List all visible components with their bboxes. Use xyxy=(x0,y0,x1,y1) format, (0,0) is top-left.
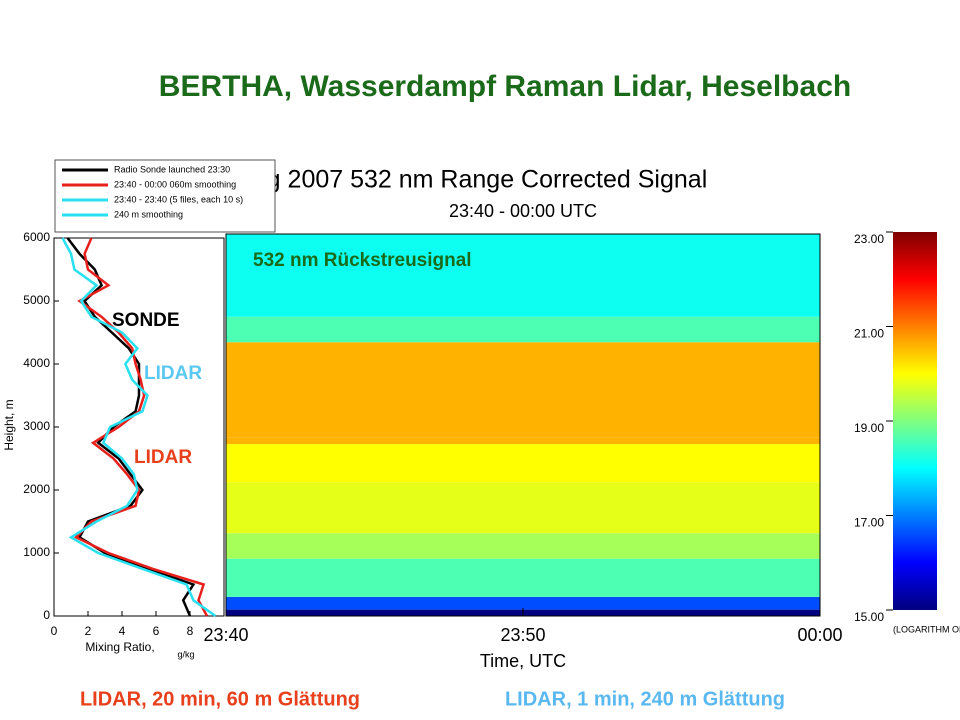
heatmap-cell xyxy=(226,558,820,597)
heatmap-title: 01 Aug 2007 532 nm Range Corrected Signa… xyxy=(203,166,708,194)
plot-bg xyxy=(53,237,225,617)
plots: 0 1000 2000 3000 4000 5000 6000 0 2 4 6 8 23:40 23:50… xyxy=(23,230,893,645)
colorbar-tick-label: 23.00 xyxy=(854,232,884,246)
profile-line xyxy=(74,237,209,617)
legend-label: Radio Sonde launched 23:30 xyxy=(114,164,230,174)
x-tick-label: 23:50 xyxy=(500,625,545,645)
x-tick-label: 00:00 xyxy=(797,625,842,645)
heatmap-cell xyxy=(226,482,820,534)
y-tick-label: 3000 xyxy=(23,419,50,433)
overlay: 532 nm Rückstreusignal SONDE LIDAR LIDAR… xyxy=(54,159,472,468)
legend-box xyxy=(54,159,276,233)
x-tick-label: 0 xyxy=(51,624,58,638)
legend-label: 23:40 - 00:00 060m smoothing xyxy=(114,179,236,189)
x-tick-label: 4 xyxy=(119,624,126,638)
heatmap-cell xyxy=(226,437,820,445)
y-tick-label: 0 xyxy=(43,608,50,622)
heatmap-cell xyxy=(226,444,820,483)
y-tick-label: 2000 xyxy=(23,482,50,496)
x-tick-label: 8 xyxy=(187,624,194,638)
heatmap-cell xyxy=(226,596,820,610)
legend-label: 240 m smoothing xyxy=(114,209,183,219)
y-tick-label: 1000 xyxy=(23,545,50,559)
heatmap-cell xyxy=(226,316,820,343)
slide-title: BERTHA, Wasserdampf Raman Lidar, Heselba… xyxy=(159,70,851,103)
annotation: LIDAR xyxy=(144,363,202,384)
caption: LIDAR, 1 min, 240 m Glättung xyxy=(505,688,785,710)
x-axis-unit: g/kg xyxy=(177,649,194,659)
profile-line xyxy=(66,237,196,617)
annotation: LIDAR xyxy=(134,447,192,468)
heatmap-subtitle: 23:40 - 00:00 UTC xyxy=(449,201,597,221)
colorbar xyxy=(893,232,937,610)
legend-label: 23:40 - 23:40 (5 files, each 10 s) xyxy=(114,194,243,204)
annotation: 532 nm Rückstreusignal xyxy=(253,250,472,271)
heatmap-cell xyxy=(226,234,820,317)
colorbar-tick-label: 21.00 xyxy=(854,327,884,341)
y-axis-label: Height, m xyxy=(2,399,16,450)
annotation: SONDE xyxy=(112,310,180,331)
colorbar-tick-label: 15.00 xyxy=(854,610,884,624)
heatmap-cell xyxy=(226,342,820,438)
profile-line xyxy=(61,237,217,618)
x-tick-label: 6 xyxy=(153,624,160,638)
y-tick-label: 5000 xyxy=(23,293,50,307)
y-tick-label: 4000 xyxy=(23,356,50,370)
colorbar-label: (LOGARITHM OF DATA) xyxy=(893,624,960,634)
x-tick-label: 23:40 xyxy=(203,625,248,645)
heatmap-cell xyxy=(226,533,820,559)
x-axis-label: Mixing Ratio, xyxy=(85,640,154,654)
colorbar-tick-label: 17.00 xyxy=(854,516,884,530)
y-tick-label: 6000 xyxy=(23,230,50,244)
colorbar-tick-label: 19.00 xyxy=(854,421,884,435)
caption: LIDAR, 20 min, 60 m Glättung xyxy=(80,688,360,710)
x-axis-label: Time, UTC xyxy=(480,651,566,671)
x-tick-label: 2 xyxy=(85,624,92,638)
